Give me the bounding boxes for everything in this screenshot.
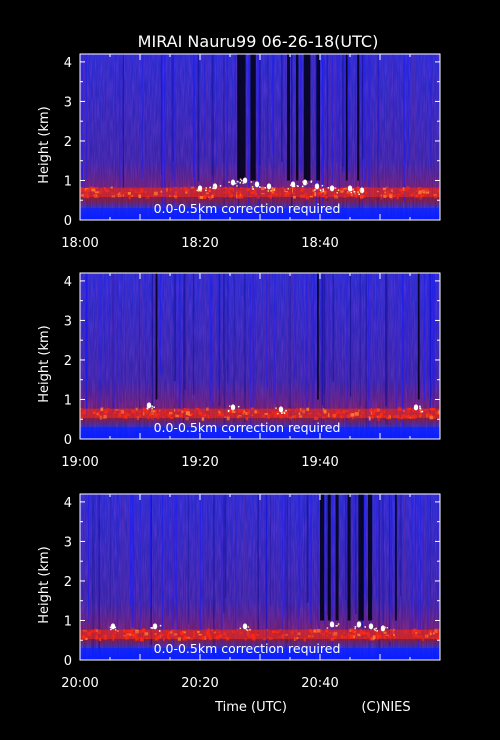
- y-tick-label-2: 2: [64, 575, 72, 590]
- cloud-top-6: [266, 183, 272, 190]
- y-tick-label-1: 1: [64, 614, 72, 629]
- attenuation-gap-3: [287, 54, 290, 181]
- cloud-top-4: [242, 177, 248, 184]
- x-tick-label-3: 18:40: [301, 236, 338, 251]
- cloud-top-6: [368, 623, 374, 630]
- figure-title: MIRAI Nauru99 06-26-18(UTC): [138, 32, 379, 51]
- correction-annotation: 0.0-0.5km correction required: [154, 641, 341, 656]
- attenuation-gap-4: [296, 54, 299, 181]
- attenuation-gap-1: [320, 494, 325, 621]
- cloud-top-9: [314, 183, 320, 190]
- y-tick-label-0: 0: [64, 654, 72, 669]
- y-tick-label-4: 4: [64, 496, 72, 511]
- cloud-layer: [80, 187, 440, 198]
- plot-area: [80, 54, 440, 220]
- x-tick-label-3: 19:40: [301, 455, 338, 470]
- x-tick-label-2: 19:20: [181, 455, 218, 470]
- attenuation-gap-3: [335, 494, 339, 621]
- attenuation-gap-7: [345, 54, 348, 181]
- y-tick-label-3: 3: [64, 314, 72, 329]
- cloud-layer: [80, 629, 440, 640]
- panel-3: 0 1 2 3 4 Height (km) 20:00 20:20 20:40 0.0-0.5km…: [37, 493, 441, 691]
- attenuation-gap-7: [395, 494, 397, 621]
- cloud-top-2: [152, 623, 158, 630]
- attenuation-gap-4: [347, 494, 351, 621]
- cloud-layer: [80, 408, 440, 419]
- y-axis-label: Height (km): [37, 546, 52, 623]
- x-tick-label-2: 20:20: [181, 676, 218, 691]
- attenuation-gap-8: [357, 54, 359, 181]
- x-tick-label-3: 20:40: [301, 676, 338, 691]
- y-tick-label-2: 2: [64, 354, 72, 369]
- cloud-top-2: [230, 404, 236, 411]
- attenuation-gap-1: [155, 273, 158, 400]
- plot-area: [80, 273, 440, 439]
- x-tick-label-1: 20:00: [61, 676, 98, 691]
- attenuation-gap-3: [417, 273, 420, 400]
- cloud-top-1: [110, 623, 116, 630]
- attenuation-gap-1: [237, 54, 246, 181]
- y-tick-label-4: 4: [64, 56, 72, 71]
- y-tick-label-3: 3: [64, 535, 72, 550]
- cloud-top-3: [278, 406, 284, 413]
- attenuation-gap-5: [303, 54, 311, 181]
- cloud-top-4: [413, 404, 419, 411]
- y-axis-label: Height (km): [37, 325, 52, 402]
- x-tick-label-1: 19:00: [61, 455, 98, 470]
- attenuation-gap-2: [250, 54, 256, 181]
- attenuation-gap-2: [327, 494, 331, 621]
- x-axis-label: Time (UTC): [214, 700, 287, 715]
- y-tick-label-3: 3: [64, 95, 72, 110]
- cloud-top-3: [242, 623, 248, 630]
- x-tick-label-1: 18:00: [61, 236, 98, 251]
- correction-annotation: 0.0-0.5km correction required: [154, 420, 341, 435]
- attenuation-gap-5: [358, 494, 364, 621]
- correction-annotation: 0.0-0.5km correction required: [154, 201, 341, 216]
- y-tick-label-0: 0: [64, 214, 72, 229]
- panel-1: 0 1 2 3 4 Height (km) 18:00 18:20 18:40 0.0-0.5km…: [37, 53, 441, 251]
- attenuation-gap-2: [317, 273, 319, 400]
- plot-area: [80, 494, 440, 660]
- y-axis-label: Height (km): [37, 106, 52, 183]
- y-tick-label-1: 1: [64, 393, 72, 408]
- y-tick-label-2: 2: [64, 135, 72, 150]
- cloud-top-3: [230, 179, 236, 186]
- credit-label: (C)NIES: [361, 700, 410, 715]
- y-tick-label-4: 4: [64, 275, 72, 290]
- cloud-top-1: [197, 185, 203, 192]
- y-tick-label-0: 0: [64, 433, 72, 448]
- y-tick-label-1: 1: [64, 174, 72, 189]
- x-tick-label-2: 18:20: [181, 236, 218, 251]
- panel-2: 0 1 2 3 4 Height (km) 19:00 19:20 19:40 0.0-0.5km…: [37, 272, 441, 470]
- attenuation-gap-6: [316, 54, 320, 181]
- cloud-top-1: [146, 402, 152, 409]
- panels: 0 1 2 3 4 Height (km) 18:00 18:20 18:40 0.0-0.5km…: [37, 53, 441, 691]
- attenuation-gap-6: [368, 494, 373, 621]
